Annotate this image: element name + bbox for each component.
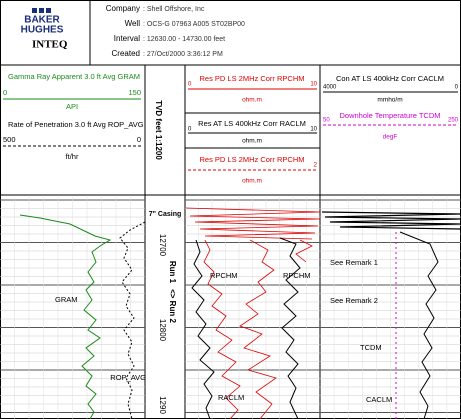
unit: ohm.m: [242, 178, 262, 185]
depth-label: 12800: [158, 319, 167, 342]
division: INTEQ: [32, 39, 68, 51]
annotation: RACLM: [218, 393, 244, 402]
scale-right: 2: [314, 163, 318, 169]
unit: mmho/m: [377, 97, 402, 104]
depth-label: 12700: [158, 234, 167, 257]
field-label: Well: [125, 19, 141, 28]
scale-right: 10: [310, 82, 317, 88]
scale-left: 50: [323, 118, 330, 124]
logo-text: HUGHES: [21, 25, 64, 36]
field-value: : OCS-G 07963 A005 ST02BP00: [143, 21, 245, 28]
curve-name: Gamma Ray Apparent 3.0 ft Avg GRAM: [8, 72, 140, 81]
scale-left: 0: [188, 127, 192, 133]
scale-left: 0: [3, 88, 7, 97]
annotation: ROP_AVG: [110, 373, 146, 382]
curves: [19, 207, 461, 419]
scale-right: 150: [128, 88, 141, 97]
annotation: TCDM: [360, 343, 382, 352]
unit: degF: [383, 134, 398, 141]
annotation: RPCHM: [283, 271, 311, 280]
scale-right: 0: [455, 85, 459, 91]
scale-right: 250: [448, 118, 459, 124]
scale-right: 10: [310, 127, 317, 133]
casing-label: 7" Casing: [149, 211, 182, 218]
field-label: Company: [106, 4, 140, 13]
unit: ft/hr: [66, 152, 79, 161]
annotation: See Remark 1: [330, 258, 378, 267]
annotation: RPCHM: [210, 271, 238, 280]
unit: API: [66, 102, 78, 111]
scale-left: 500: [3, 135, 16, 144]
annotation: CACLM: [366, 395, 392, 404]
field-value: : 12630.00 - 14730.00 feet: [143, 36, 225, 43]
annotation: See Remark 2: [330, 296, 378, 305]
field-value: : 27/Oct/2000 3:36:12 PM: [143, 51, 223, 58]
logo-text: BAKER: [24, 15, 60, 26]
field-label: Interval: [114, 34, 140, 43]
curve-name: Res PD LS 2MHz Corr RPCHM: [199, 155, 304, 164]
curve-name: Res PD LS 2MHz Corr RPCHM: [199, 74, 304, 83]
run-label: Run 1: [168, 261, 177, 284]
annotation: GRAM: [55, 295, 78, 304]
curve-name: Res AT LS 400kHz Corr RACLM: [198, 119, 306, 128]
field-value: : Shell Offshore, Inc: [143, 6, 205, 13]
logo: BAKER HUGHES INTEQ: [21, 8, 68, 51]
field-label: Created: [112, 49, 140, 58]
curve-name: Downhole Temperature TCDM: [339, 111, 440, 120]
curve-name: Con AT LS 400kHz Corr CACLM: [336, 74, 444, 83]
depth-title: TVD feet 1:1200: [154, 100, 163, 160]
run-label: <> Run 2: [168, 289, 177, 323]
unit: ohm.m: [242, 138, 262, 145]
scale-left: 4000: [323, 85, 337, 91]
unit: ohm.m: [242, 97, 262, 104]
depth-label: 1290: [158, 396, 167, 414]
curve-name: Rate of Penetration 3.0 ft Avg ROP_AVG: [8, 120, 144, 129]
grid: [0, 197, 461, 419]
scale-left: 0: [188, 82, 192, 88]
scale-right: 0: [137, 135, 141, 144]
